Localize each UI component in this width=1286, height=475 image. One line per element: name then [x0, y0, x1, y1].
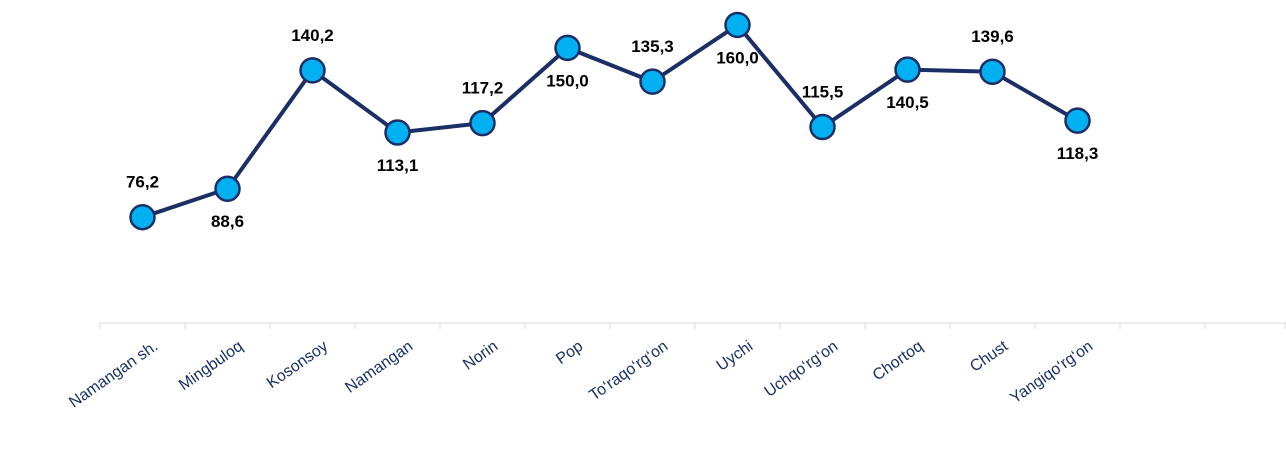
x-tick-label: Pop [553, 338, 586, 368]
data-label: 113,1 [377, 156, 419, 175]
data-point [469, 109, 496, 137]
data-label: 118,3 [1057, 144, 1099, 163]
data-point [639, 68, 666, 95]
x-tick-label: Kosonsoy [264, 338, 331, 392]
x-tick-label: Norin [460, 338, 501, 374]
x-tick-label: Uychi [714, 338, 757, 375]
data-point [554, 34, 581, 62]
data-label: 160,0 [716, 48, 759, 67]
x-tick-label: Chortoq [870, 338, 926, 385]
data-label: 76,2 [126, 173, 159, 192]
data-label: 140,5 [886, 93, 929, 112]
data-label: 150,0 [546, 71, 589, 90]
data-label: 115,5 [802, 83, 844, 102]
x-tick-label: Chust [967, 337, 1011, 375]
data-line [141, 22, 1079, 220]
data-label: 88,6 [211, 212, 244, 231]
x-tick-label: Namangan [342, 338, 416, 397]
data-label: 139,6 [971, 27, 1014, 46]
data-point [214, 175, 241, 202]
data-point [979, 58, 1006, 85]
data-point [129, 203, 156, 231]
x-tick-label: Uchqo‘rg‘on [762, 338, 842, 401]
data-label: 135,3 [631, 37, 674, 56]
data-point [1064, 107, 1091, 134]
data-label: 140,2 [291, 26, 334, 45]
data-point [299, 57, 326, 84]
x-tick-label: Yangiqo‘rg‘on [1007, 338, 1096, 407]
data-point [724, 11, 751, 39]
data-point [384, 119, 411, 146]
x-tick-label: To‘raqo‘rg‘on [586, 338, 671, 404]
data-point [894, 56, 921, 83]
x-tick-label: Mingbuloq [176, 338, 246, 394]
data-label: 117,2 [462, 79, 504, 98]
data-point [809, 113, 836, 141]
x-tick-label: Namangan sh. [66, 338, 161, 412]
